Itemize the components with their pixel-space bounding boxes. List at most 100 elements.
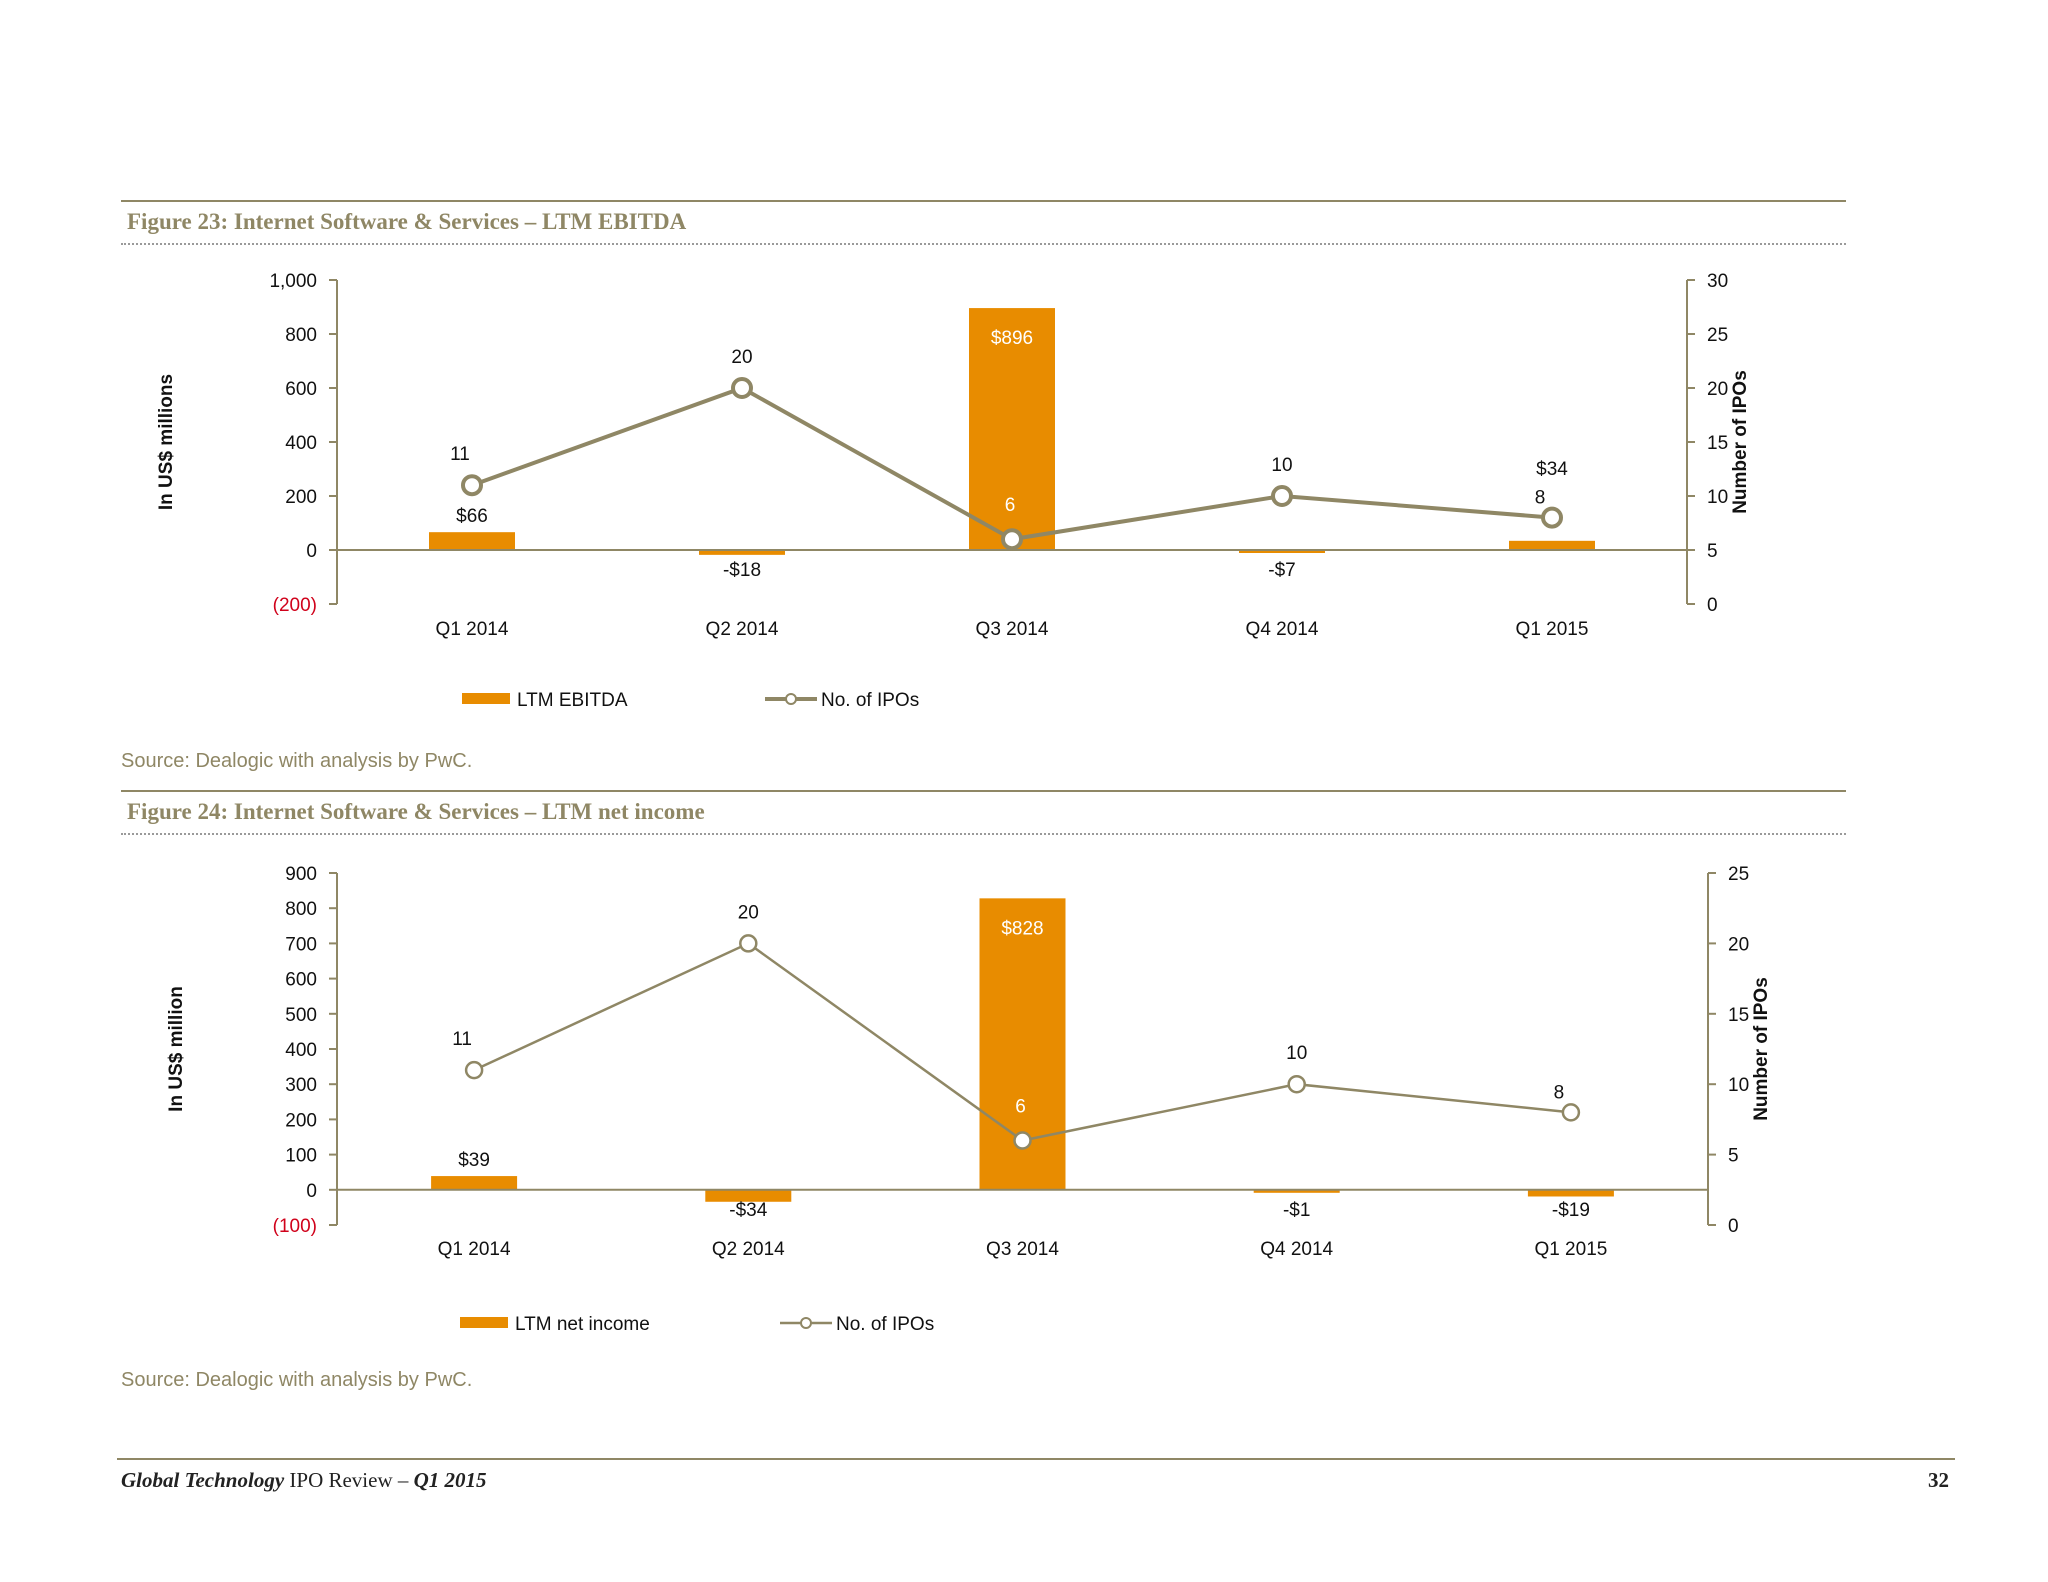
legend-line-marker [785, 693, 797, 705]
category-label: Q4 2014 [1260, 1239, 1333, 1260]
right-axis-tick-label: 5 [1707, 541, 1718, 562]
category-label: Q2 2014 [712, 1239, 785, 1260]
bar-ltm-ebitda [1509, 540, 1595, 550]
right-axis-tick-label: 25 [1707, 325, 1728, 346]
left-axis-tick-label: 200 [285, 1110, 317, 1131]
right-axis-tick-label: 10 [1728, 1075, 1749, 1096]
ipo-data-label: 8 [1554, 1082, 1565, 1103]
left-axis-tick-label: (200) [273, 595, 317, 616]
left-axis-tick-label: 0 [306, 541, 317, 562]
figure-23-dotted-rule [121, 243, 1846, 245]
left-axis-title: In US$ millions [156, 374, 177, 510]
footer-title-bold: Global Technology [121, 1468, 285, 1492]
left-axis-tick-label: (100) [273, 1216, 317, 1237]
ipo-data-label: 10 [1286, 1043, 1307, 1064]
bar-data-label: -$7 [1268, 560, 1295, 581]
figure-24-dotted-rule [121, 833, 1846, 835]
category-label: Q2 2014 [706, 619, 779, 640]
figure-23-title: Figure 23: Internet Software & Services … [127, 209, 687, 234]
ipo-data-label: 11 [452, 1029, 472, 1050]
left-axis-tick-label: 600 [285, 970, 317, 991]
ipo-point [1561, 1103, 1581, 1122]
left-axis-tick-label: 400 [285, 1040, 317, 1061]
legend-bar-label: LTM net income [515, 1314, 650, 1335]
ipo-point [1013, 1131, 1032, 1150]
net-income-chart: (100) 0 100 200 300 400 500 600 700 800 900 0 5 10 15 2… [166, 864, 1772, 1335]
ipo-data-label: 6 [1015, 1097, 1026, 1118]
bar-ltm-net-income [1527, 1189, 1614, 1197]
page-number: 32 [1928, 1468, 1949, 1492]
bar-data-label: $828 [1001, 918, 1043, 939]
category-label: Q3 2014 [976, 619, 1049, 640]
right-axis-tick-label: 0 [1707, 595, 1718, 616]
left-axis-tick-label: 500 [285, 1005, 317, 1026]
ipo-data-label: 20 [731, 347, 752, 368]
bar-ltm-net-income [1253, 1189, 1340, 1193]
right-axis-tick-label: 20 [1707, 379, 1728, 400]
legend-line-label: No. of IPOs [821, 690, 919, 711]
category-label: Q1 2014 [436, 619, 509, 640]
left-axis-tick-label: 1,000 [269, 271, 317, 292]
bar-data-label: $34 [1536, 459, 1568, 480]
bar-ltm-net-income [431, 1176, 518, 1190]
bar-ltm-ebitda [699, 550, 785, 555]
bar-ltm-ebitda [1239, 550, 1325, 553]
figure-24-top-rule [121, 790, 1846, 792]
ipo-point [1001, 528, 1023, 551]
legend-bar-swatch [462, 693, 510, 704]
bar-data-label: $39 [458, 1150, 490, 1171]
right-axis-title: Number of IPOs [1751, 977, 1772, 1121]
left-axis-tick-label: 0 [306, 1181, 317, 1202]
left-axis-tick-label: 600 [285, 379, 317, 400]
bar-data-label: -$34 [729, 1200, 767, 1221]
figure-23-source: Source: Dealogic with analysis by PwC. [121, 750, 473, 772]
left-axis-tick-label: 700 [285, 934, 317, 955]
ipo-point [1287, 1074, 1306, 1094]
figure-24-title: Figure 24: Internet Software & Services … [127, 799, 705, 824]
category-label: Q4 2014 [1246, 619, 1319, 640]
left-axis-tick-label: 300 [285, 1075, 317, 1096]
left-axis-tick-label: 100 [285, 1146, 317, 1167]
right-axis-tick-label: 30 [1707, 271, 1728, 292]
legend-bar-swatch [460, 1317, 508, 1328]
category-label: Q1 2015 [1516, 619, 1589, 640]
ipo-data-label: 10 [1271, 455, 1292, 476]
left-axis-tick-label: 200 [285, 487, 317, 508]
left-axis-tick-label: 800 [285, 899, 317, 920]
ipo-point [1271, 485, 1293, 507]
footer-title: Global Technology IPO Review – Q1 2015 [121, 1468, 487, 1493]
right-axis-title: Number of IPOs [1730, 370, 1751, 514]
category-label: Q3 2014 [986, 1239, 1059, 1260]
bar-data-label: $66 [456, 506, 488, 527]
legend-bar-label: LTM EBITDA [517, 690, 628, 711]
left-axis-title: In US$ million [166, 986, 187, 1112]
category-label: Q1 2014 [438, 1239, 511, 1260]
left-axis-tick-label: 400 [285, 433, 317, 454]
ipo-point [1541, 506, 1563, 529]
footer-title-period: Q1 2015 [413, 1468, 487, 1492]
ipo-data-label: 11 [450, 444, 470, 465]
right-axis-tick-label: 25 [1728, 864, 1749, 885]
footer-title-mid: IPO Review – [284, 1468, 414, 1492]
bar-data-label: -$19 [1552, 1200, 1590, 1221]
bar-ltm-net-income [705, 1189, 792, 1202]
ipo-point [464, 1060, 484, 1080]
bar-data-label: $896 [991, 328, 1033, 349]
category-label: Q1 2015 [1534, 1239, 1607, 1260]
figure-23-top-rule [121, 200, 1846, 202]
right-axis-tick-label: 5 [1728, 1146, 1739, 1167]
left-axis-tick-label: 900 [285, 864, 317, 885]
ipo-point [461, 474, 483, 497]
left-axis-tick-label: 800 [285, 325, 317, 346]
ipo-data-label: 20 [738, 902, 759, 923]
bar-data-label: -$1 [1283, 1200, 1310, 1221]
bar-ltm-ebitda [429, 532, 515, 550]
ipo-data-label: 8 [1535, 488, 1546, 509]
legend-line-label: No. of IPOs [836, 1314, 934, 1335]
right-axis-tick-label: 15 [1728, 1005, 1749, 1026]
bar-ltm-ebitda [969, 308, 1055, 550]
bar-data-label: -$18 [723, 560, 761, 581]
figure-24-source: Source: Dealogic with analysis by PwC. [121, 1369, 473, 1391]
ebitda-chart: (200) 0 200 400 600 800 1,000 0 5 10 15 20 25 30 In US… [156, 271, 1751, 711]
ipo-data-label: 6 [1005, 495, 1016, 516]
